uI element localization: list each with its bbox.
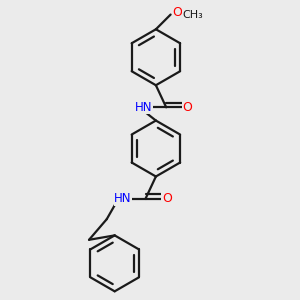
Text: O: O [162, 192, 172, 205]
Text: CH₃: CH₃ [182, 10, 203, 20]
Text: O: O [182, 101, 192, 114]
Text: HN: HN [114, 192, 132, 205]
Text: HN: HN [135, 101, 152, 114]
Text: O: O [172, 6, 182, 19]
